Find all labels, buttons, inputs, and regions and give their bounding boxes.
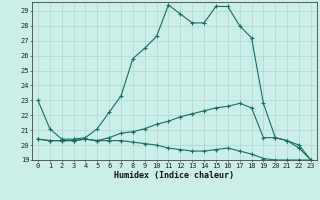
X-axis label: Humidex (Indice chaleur): Humidex (Indice chaleur) (115, 171, 234, 180)
